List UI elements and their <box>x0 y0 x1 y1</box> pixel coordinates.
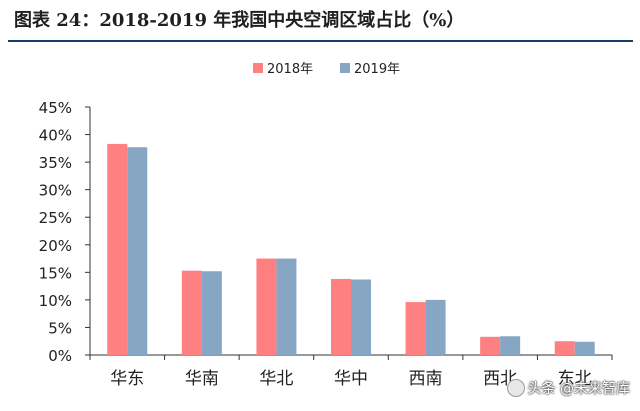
y-tick-label: 10% <box>39 292 72 310</box>
x-category-label: 华北 <box>259 369 293 389</box>
bar-2018 <box>107 143 128 355</box>
watermark: 头条 @未来智库 <box>506 378 630 398</box>
y-tick-label: 25% <box>39 209 72 227</box>
watermark-text: 头条 @未来智库 <box>527 381 630 397</box>
y-tick-label: 15% <box>39 264 72 282</box>
x-category-label: 西南 <box>409 369 443 389</box>
x-category-label: 华中 <box>334 369 368 389</box>
y-tick-label: 30% <box>39 182 72 200</box>
bar-2019 <box>276 258 297 355</box>
title-divider <box>8 40 633 42</box>
y-tick-label: 0% <box>48 347 72 365</box>
x-category-label: 东北 <box>558 369 592 389</box>
bar-2018 <box>405 302 426 355</box>
legend-label: 2019年 <box>354 62 400 77</box>
x-category-label: 华南 <box>185 369 219 389</box>
x-category-label: 华东 <box>110 369 144 389</box>
bar-2019 <box>201 271 222 355</box>
bar-2019 <box>127 147 148 355</box>
legend-swatch <box>253 63 263 73</box>
y-tick-label: 20% <box>39 237 72 255</box>
legend-label: 2018年 <box>267 62 313 77</box>
y-tick-label: 35% <box>39 154 72 172</box>
bar-2018 <box>181 270 202 355</box>
bar-2018 <box>554 341 575 355</box>
bar-2019 <box>500 336 521 355</box>
bar-2018 <box>331 278 351 355</box>
toutiao-logo-icon <box>506 379 525 397</box>
y-tick-label: 5% <box>48 319 72 337</box>
bar-2019 <box>574 341 595 355</box>
y-tick-label: 40% <box>39 127 72 145</box>
bar-2019 <box>351 279 371 355</box>
bar-2018 <box>480 336 501 355</box>
bar-2018 <box>256 258 277 355</box>
figure-title: 图表 24：2018-2019 年我国中央空调区域占比（%） <box>14 10 465 31</box>
bar-2019 <box>425 299 446 355</box>
y-tick-label: 45% <box>39 99 72 117</box>
legend-swatch <box>340 63 350 73</box>
